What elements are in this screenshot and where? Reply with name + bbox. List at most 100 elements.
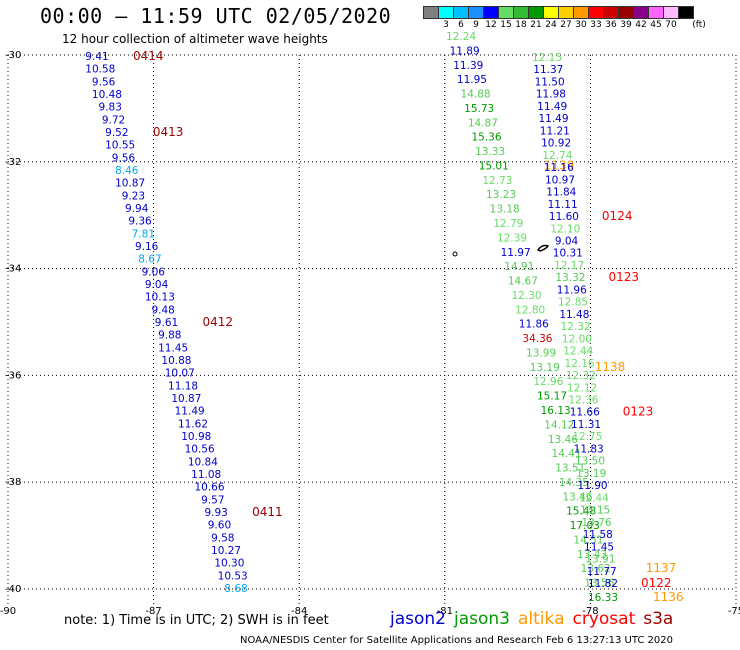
wave-height-value: 9.93 [204,507,227,519]
legend-bin-label: 36 [605,20,617,30]
satellite-legend: jason2 jason3 altika cryosat s3a [390,609,681,629]
wave-height-value: 13.19 [576,468,606,480]
wave-height-value: 14.35 [559,477,589,489]
wave-height-value: 11.98 [536,89,566,101]
wave-height-value: 13.51 [555,463,585,475]
satellite-legend-item: cryosat [572,609,636,629]
lat-tick-label: -30 [5,50,21,61]
note-text: note: 1) Time is in UTC; 2) SWH is in fe… [64,613,329,628]
wave-height-value: 11.86 [519,319,549,331]
wave-height-value: 13.46 [548,434,578,446]
wave-height-value: 9.36 [128,216,152,228]
wave-height-value: 11.11 [548,199,578,211]
wave-height-value: 9.16 [135,241,159,253]
page-subtitle: 12 hour collection of altimeter wave hei… [62,32,328,46]
wave-height-value: 10.87 [115,178,145,190]
satellite-legend-item: s3a [643,609,674,629]
wave-height-value: 14.87 [468,117,498,129]
wave-height-value: 15.01 [479,160,509,172]
wave-height-value: 12.00 [562,333,592,345]
legend-bin-label: 3 [443,20,449,30]
wave-height-value: 11.48 [559,309,589,321]
island-coastline [452,244,550,257]
wave-height-value: 11.31 [571,419,601,431]
pass-time-label: 1136 [653,590,684,604]
wave-height-value: 12.80 [515,304,545,316]
lon-tick-label: -84 [291,606,307,617]
wave-height-value: 11.49 [537,101,567,113]
wave-height-value: 13.33 [475,146,505,158]
wave-height-value: 12.32 [566,370,596,382]
wave-height-value: 11.77 [587,566,617,578]
wave-height-value: 13.91 [585,554,615,566]
wave-height-value: 8.46 [115,165,139,177]
lat-tick-label: -38 [5,477,21,488]
wave-height-value: 12.79 [493,218,523,230]
wave-height-value: 13.76 [581,517,611,529]
wave-height-value: 9.58 [211,532,234,544]
wave-height-value: 11.60 [549,211,579,223]
wave-height-value: 9.56 [92,76,116,88]
wave-height-value: 9.23 [122,190,145,202]
wave-height-value: 9.48 [151,304,174,316]
legend-swatch [678,6,694,19]
wave-height-value: 9.72 [102,114,125,126]
wave-height-value: 10.48 [92,89,122,101]
pass-time-label: 1138 [595,360,626,374]
lon-tick-label: -87 [145,606,161,617]
wave-height-value: 15.17 [537,391,567,403]
wave-height-value: 12.44 [563,346,593,358]
legend-bin-label: 42 [635,20,647,30]
wave-height-value: 9.56 [112,152,136,164]
wave-height-value: 14.91 [504,261,534,273]
lat-tick-label: -34 [5,264,21,275]
legend-unit: (ft) [692,20,706,30]
wave-height-value: 11.82 [588,578,618,590]
wave-height-value: 14.51 [573,534,603,546]
wave-height-value: 12.15 [532,52,562,64]
wave-height-value: 11.45 [158,342,188,354]
wave-height-value: 9.04 [145,279,169,291]
wave-height-value: 12.10 [550,223,580,235]
wave-height-value: 13.23 [486,189,516,201]
wave-height-value: 7.81 [132,228,155,240]
pass-time-label: 0123 [608,270,639,284]
wave-height-value: 13.18 [490,204,520,216]
wave-height-value: 10.58 [85,64,115,76]
legend-bin-label: 21 [530,20,542,30]
wave-height-value: 9.04 [555,235,579,247]
pass-time-label: 0411 [252,505,283,519]
credit-line: NOAA/NESDIS Center for Satellite Applica… [240,635,673,646]
wave-height-value: 17.03 [570,520,600,532]
wave-height-value: 10.27 [211,545,241,557]
wave-height-value: 11.37 [533,64,563,76]
lon-tick-label: -81 [437,606,453,617]
wave-height-value: 10.98 [181,431,211,443]
wave-height-value: 13.99 [526,347,556,359]
wave-height-value: 34.36 [522,333,552,345]
wave-height-value: 10.87 [171,393,201,405]
wave-height-value: 11.83 [574,443,604,455]
wave-height-value: 11.50 [535,76,565,88]
wave-height-value: 10.66 [194,482,224,494]
legend-bin-label: 15 [500,20,512,30]
track-c: 12.1511.3711.5011.9811.4911.4911.2110.92… [532,52,672,590]
wave-height-value: 12.73 [482,175,512,187]
lat-tick-label: -36 [5,370,21,381]
wave-height-value: 11.45 [584,541,614,553]
track-a: 9.4110.589.5610.489.839.729.5210.559.568… [85,49,282,595]
wave-height-value: 9.61 [155,317,178,329]
wave-height-value: 11.16 [544,162,574,174]
lat-tick-label: -32 [5,157,21,168]
wave-height-value: 11.18 [168,380,198,392]
wave-height-value: 10.55 [105,140,135,152]
wave-height-value: 10.53 [218,570,248,582]
wave-height-value: 10.56 [185,444,215,456]
wave-height-value: 9.60 [208,520,231,532]
wave-height-value: 9.83 [99,102,122,114]
wave-height-value: 10.30 [214,558,244,570]
wave-height-value: 11.21 [540,125,570,137]
wave-height-value: 11.66 [570,407,600,419]
wave-height-value: 10.88 [161,355,191,367]
